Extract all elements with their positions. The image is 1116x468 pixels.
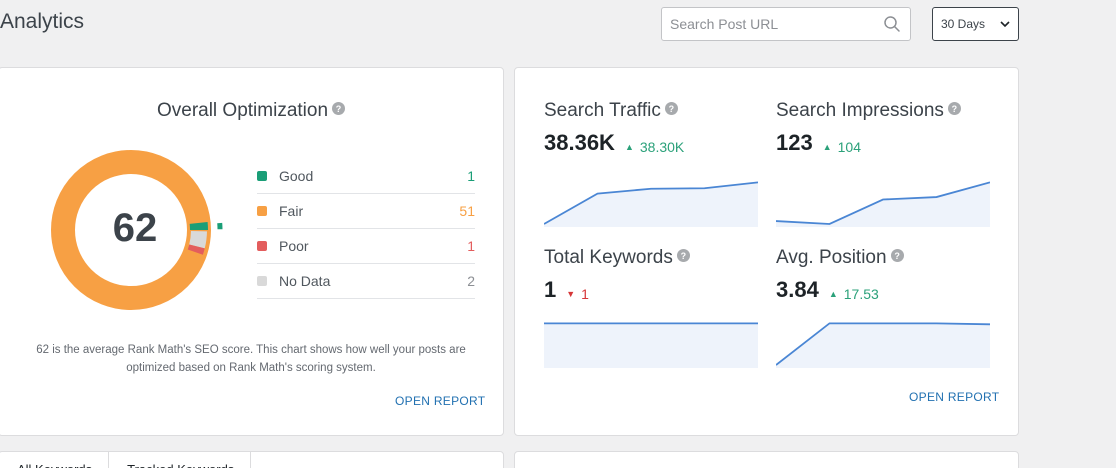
open-report-link[interactable]: OPEN REPORT [395, 394, 486, 408]
search-post-url-field[interactable] [661, 7, 911, 41]
good-swatch [257, 171, 267, 181]
donut-segment-poor [187, 244, 205, 255]
arrow-up-icon: ▲ [624, 142, 634, 152]
stat-value: 123 [776, 130, 813, 155]
page-title: Analytics [0, 10, 85, 33]
overall-optimization-card: Overall Optimization? 62 Good 1 Fair 51 … [0, 67, 504, 436]
keyword-tabs: All Keywords Tracked Keywords [0, 452, 252, 468]
date-range-select[interactable]: 30 Days [932, 7, 1019, 41]
optimization-legend: Good 1 Fair 51 Poor 1 No Data 2 [257, 159, 475, 299]
optimization-score: 62 [112, 206, 158, 250]
search-stats-card: Search Traffic? 38.36K ▲ 38.30K Search Im… [514, 67, 1019, 436]
poor-swatch [257, 241, 267, 251]
fair-swatch [257, 206, 267, 216]
stat-search-traffic[interactable]: Search Traffic? 38.36K ▲ 38.30K [544, 100, 758, 227]
stat-title: Avg. Position? [776, 247, 990, 269]
sparkline-line [776, 181, 990, 225]
stat-value: 3.84 [776, 277, 819, 302]
tab-all-keywords[interactable]: All Keywords [0, 452, 110, 468]
stat-delta: ▲ 104 [822, 139, 861, 155]
help-icon[interactable]: ? [676, 249, 690, 263]
sparkline-search-impressions [776, 181, 990, 227]
stat-title: Search Impressions? [776, 100, 990, 122]
donut-segment-no-data [189, 230, 207, 249]
no-data-swatch [257, 276, 267, 286]
legend-item-fair[interactable]: Fair 51 [257, 194, 475, 229]
help-icon[interactable]: ? [947, 102, 961, 116]
stat-value: 1 [544, 277, 557, 302]
stat-delta: ▲ 17.53 [828, 286, 879, 302]
legend-item-good[interactable]: Good 1 [257, 159, 475, 194]
legend-label: Poor [279, 238, 309, 254]
optimization-donut-chart [51, 150, 223, 310]
secondary-card [514, 451, 1019, 468]
stat-title: Search Traffic? [544, 100, 758, 122]
sparkline-area [544, 182, 758, 227]
keywords-card: All Keywords Tracked Keywords [0, 451, 504, 468]
open-report-link[interactable]: OPEN REPORT [909, 390, 1000, 404]
sparkline-area [776, 182, 990, 227]
arrow-up-icon: ▲ [822, 142, 832, 152]
sparkline-total-keywords [544, 322, 758, 368]
optimization-title: Overall Optimization? [0, 100, 503, 122]
legend-value: 2 [467, 273, 475, 289]
legend-item-poor[interactable]: Poor 1 [257, 229, 475, 264]
legend-value: 51 [459, 203, 475, 219]
legend-label: No Data [279, 273, 331, 289]
sparkline-search-traffic [544, 181, 758, 227]
stat-delta: ▲ 38.30K [624, 139, 685, 155]
help-icon[interactable]: ? [664, 102, 678, 116]
sparkline-area [544, 323, 758, 368]
chevron-down-icon [1000, 17, 1010, 31]
legend-label: Good [279, 168, 314, 184]
arrow-up-icon: ▲ [828, 289, 838, 299]
search-input[interactable] [670, 16, 882, 32]
tab-tracked-keywords[interactable]: Tracked Keywords [109, 452, 252, 468]
legend-item-no-data[interactable]: No Data 2 [257, 264, 475, 299]
legend-value: 1 [467, 168, 475, 184]
sparkline-line [544, 181, 758, 225]
stat-delta: ▼ 1 [566, 286, 589, 302]
stat-value: 38.36K [544, 130, 615, 155]
stat-avg-position[interactable]: Avg. Position? 3.84 ▲ 17.53 [776, 247, 990, 368]
stat-total-keywords[interactable]: Total Keywords? 1 ▼ 1 [544, 247, 758, 368]
help-icon[interactable]: ? [890, 249, 904, 263]
stat-title: Total Keywords? [544, 247, 758, 269]
optimization-description: 62 is the average Rank Math's SEO score.… [36, 344, 466, 374]
help-icon[interactable]: ? [332, 102, 346, 116]
sparkline-area [776, 323, 990, 368]
legend-label: Fair [279, 203, 304, 219]
sparkline-line [776, 322, 990, 366]
legend-value: 1 [467, 238, 475, 254]
arrow-down-icon: ▼ [566, 289, 576, 299]
search-icon[interactable] [882, 14, 902, 34]
sparkline-avg-position [776, 322, 990, 368]
stat-search-impressions[interactable]: Search Impressions? 123 ▲ 104 [776, 100, 990, 227]
date-range-value: 30 Days [941, 17, 986, 31]
